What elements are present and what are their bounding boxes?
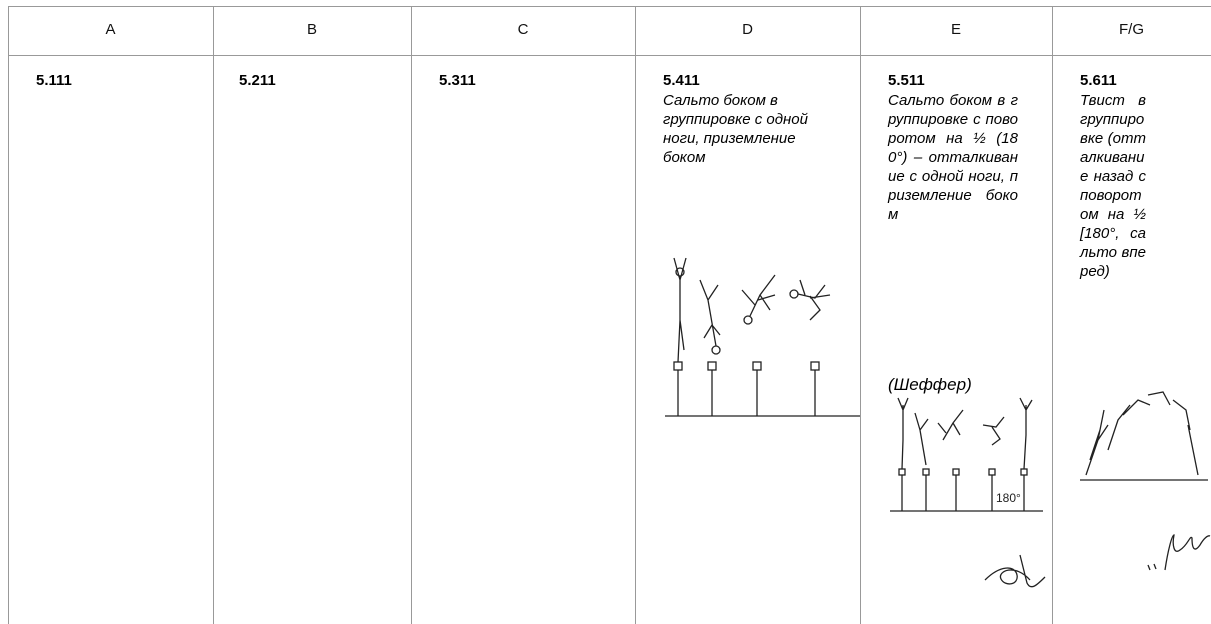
figure-illustration: [1080, 391, 1208, 481]
column-header: A: [105, 21, 116, 38]
element-code: 5.111: [36, 72, 72, 89]
handwriting-mark: [984, 554, 1046, 588]
table-border: [411, 6, 412, 624]
element-description: Сальто боком в группировке с поворотом н…: [888, 92, 1018, 223]
table-border: [8, 55, 1211, 56]
figure-illustration: [665, 257, 860, 417]
element-description: Твист в группировке (отталкивание назад …: [1080, 92, 1146, 280]
table-border: [635, 6, 636, 624]
table-border: [8, 6, 9, 624]
element-code: 5.311: [439, 72, 476, 89]
element-code: 5.411: [663, 72, 700, 89]
column-header: F/G: [1119, 21, 1144, 38]
table-border: [8, 6, 1211, 7]
element-code: 5.511: [888, 72, 925, 89]
figure-illustration: 180°: [890, 397, 1043, 512]
column-header: B: [306, 21, 317, 38]
element-code: 5.211: [239, 72, 276, 89]
table-border: [213, 6, 214, 624]
handwriting-mark: [1147, 534, 1211, 571]
element-description: Сальто боком в группировке с одной ноги,…: [663, 92, 808, 166]
column-header: E: [950, 21, 961, 38]
table-border: [860, 6, 861, 624]
element-code: 5.611: [1080, 72, 1117, 89]
table-border: [1052, 6, 1053, 624]
column-header: D: [742, 21, 753, 38]
element-name: (Шеффер): [888, 375, 972, 394]
figure-label: 180°: [996, 491, 1021, 505]
column-header: C: [517, 21, 529, 38]
